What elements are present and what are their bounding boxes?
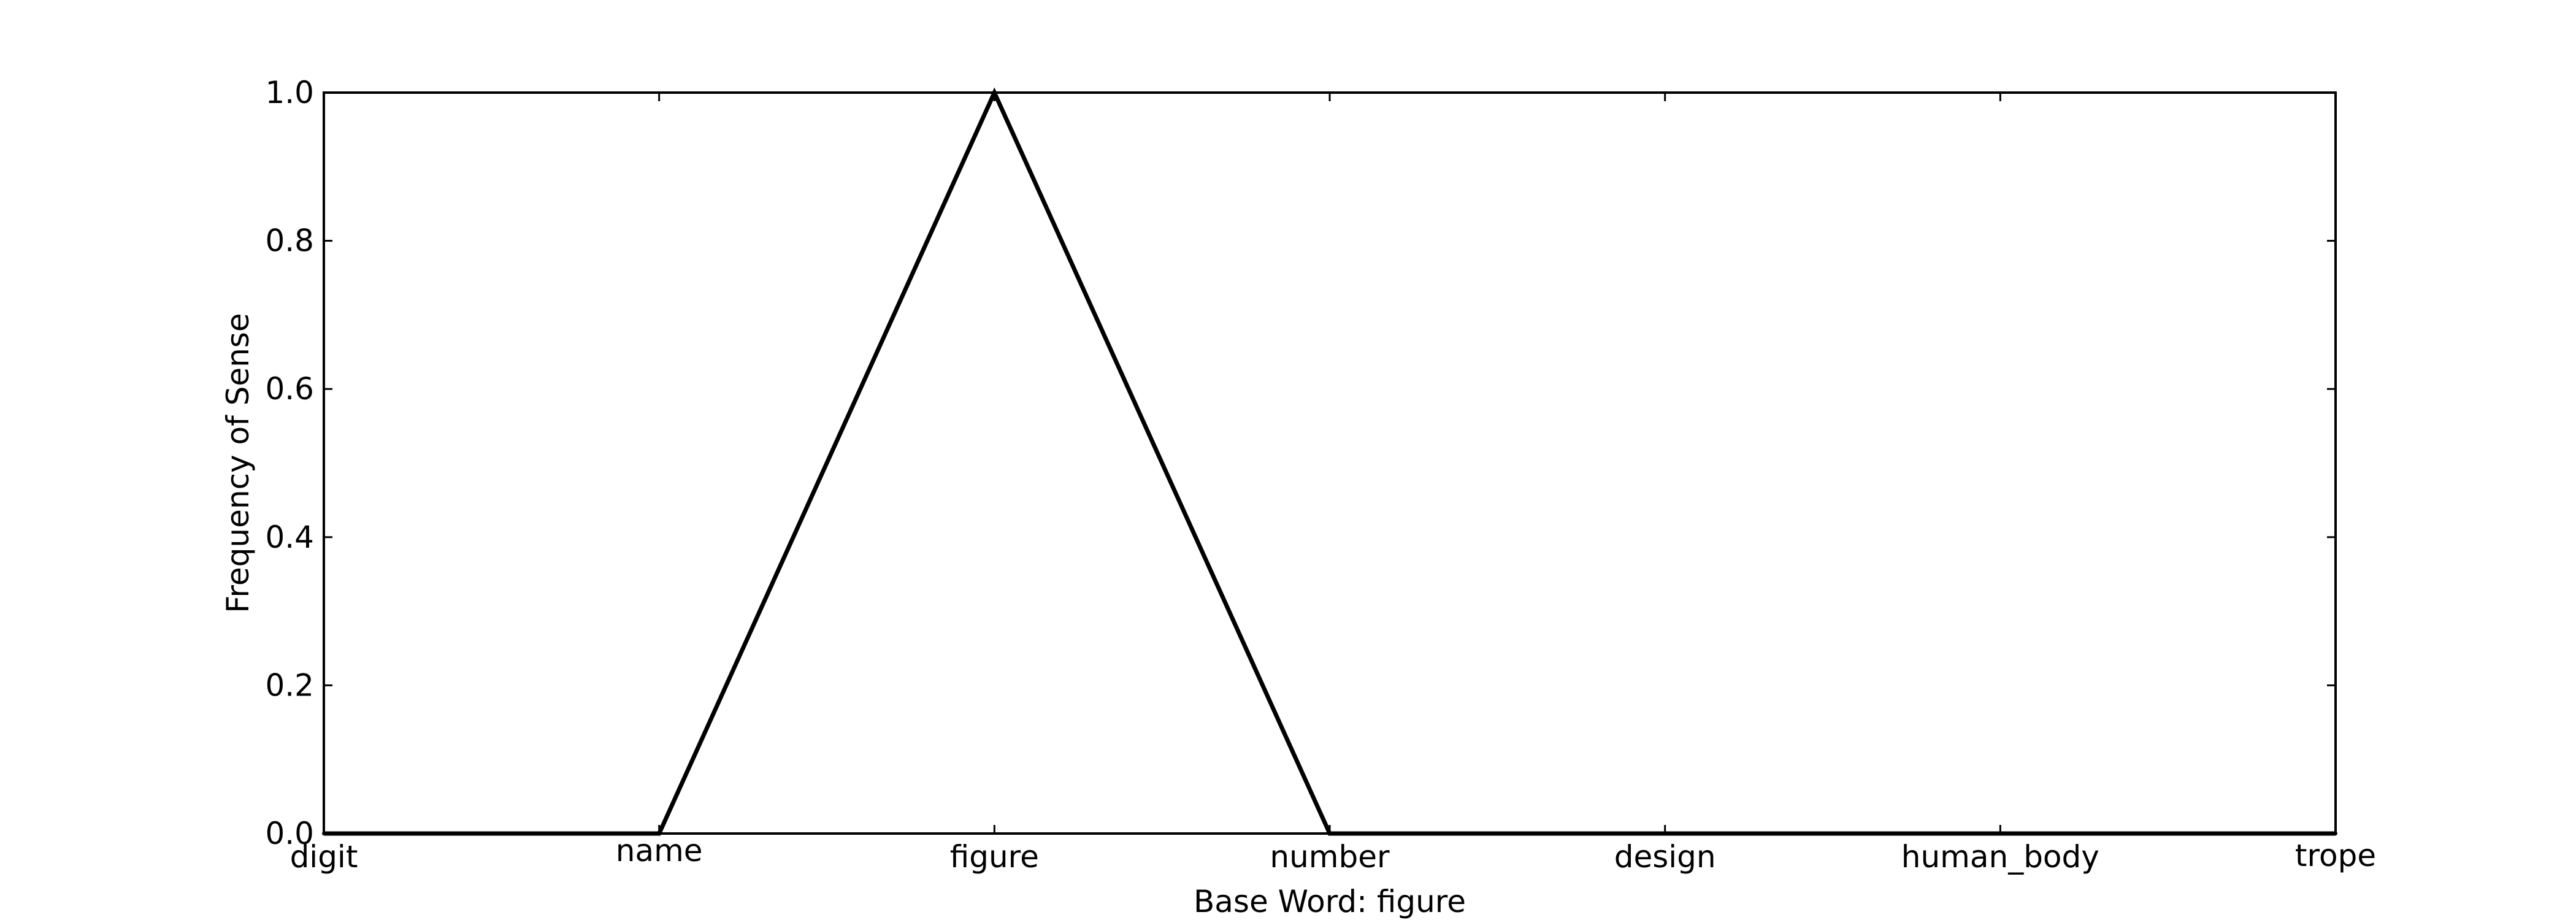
x-tick-label: trope <box>2295 838 2376 873</box>
x-tick-label: name <box>616 833 703 868</box>
x-axis-title: Base Word: figure <box>1194 884 1466 919</box>
x-tick-label: figure <box>950 839 1039 875</box>
y-tick-label: 0.2 <box>265 667 314 703</box>
y-tick-label: 0.0 <box>265 816 314 851</box>
y-tick-label: 0.8 <box>265 223 314 259</box>
x-tick-label: human_body <box>1901 839 2099 875</box>
x-tick-label: design <box>1614 839 1716 875</box>
y-tick-label: 1.0 <box>265 75 314 110</box>
x-tick-label: number <box>1270 839 1390 875</box>
y-tick-label: 0.4 <box>265 519 314 555</box>
x-tick-label: digit <box>290 839 358 875</box>
y-axis-title: Frequency of Sense <box>220 313 256 613</box>
y-tick-label: 0.6 <box>265 371 314 407</box>
axes: digit name figure number design human_body tro… <box>265 75 2376 875</box>
